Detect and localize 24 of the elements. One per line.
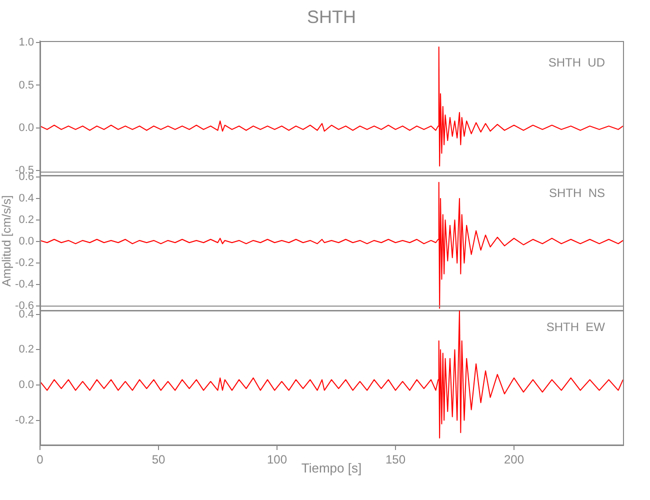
x-tick-label: 150: [385, 452, 406, 467]
y-tick-label: 0.4: [18, 192, 34, 205]
y-tick-label: -0.2: [15, 257, 34, 270]
chart-title: SHTH: [307, 6, 356, 27]
y-tick-label: -0.4: [15, 278, 34, 291]
y-tick-label: 0.0: [18, 122, 34, 134]
y-tick-label: 0.0: [18, 236, 34, 248]
y-tick-label: -0.2: [15, 414, 34, 426]
y-tick-label: 0.4: [18, 308, 34, 320]
y-tick-label: 0.2: [18, 344, 34, 356]
annotation: SHTH EW: [546, 320, 606, 334]
y-tick-label: 1.0: [18, 36, 34, 49]
x-axis-title: Tiempo [s]: [301, 460, 362, 476]
annotation: SHTH NS: [548, 186, 605, 200]
x-tick-label: 50: [152, 452, 166, 467]
y-tick-label: 0.2: [18, 214, 34, 226]
annotation: SHTH UD: [548, 55, 606, 70]
x-tick-label: 100: [266, 452, 288, 467]
x-tick-label: 200: [504, 452, 524, 467]
y-tick-label: 0.0: [18, 379, 34, 392]
y-tick-label: 0.6: [18, 171, 34, 184]
y-tick-label: 0.5: [18, 79, 34, 92]
y-axis-title: Amplitud [cm/s/s]: [0, 195, 14, 287]
x-tick-label: 0: [36, 452, 44, 467]
